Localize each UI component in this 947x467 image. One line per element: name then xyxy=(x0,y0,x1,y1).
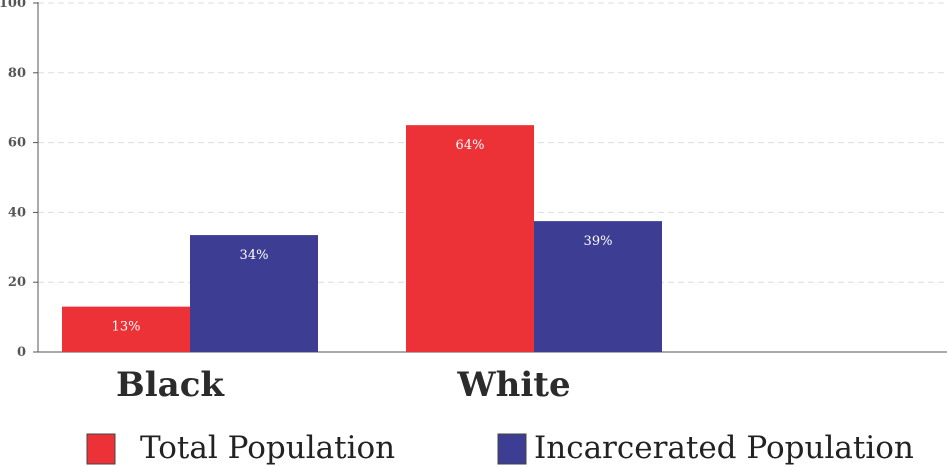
y-tick-label: 80 xyxy=(8,66,26,81)
data-label: 64% xyxy=(456,138,485,153)
y-tick-label: 0 xyxy=(17,345,26,360)
bar-black-incarcerated-population xyxy=(190,235,318,352)
y-tick-label: 40 xyxy=(8,205,26,220)
category-label-white: White xyxy=(456,365,570,405)
y-tick-label: 20 xyxy=(8,275,26,290)
y-tick-label: 60 xyxy=(8,136,26,151)
data-labels: 13% 34% 64% 39% xyxy=(112,138,613,334)
legend: Total Population Incarcerated Population xyxy=(86,430,914,466)
category-label-black: Black xyxy=(116,365,225,405)
legend-swatch-incarcerated-population xyxy=(497,433,527,465)
data-label: 34% xyxy=(240,248,269,263)
bar-white-total-population xyxy=(406,125,534,353)
bars xyxy=(62,125,662,353)
data-label: 13% xyxy=(112,320,141,335)
bar-white-incarcerated-population xyxy=(534,221,662,352)
bar-black-total-population xyxy=(62,306,190,352)
data-label: 39% xyxy=(584,234,613,249)
legend-label-incarcerated-population: Incarcerated Population xyxy=(534,430,914,466)
category-labels: Black White xyxy=(116,365,571,405)
legend-label-total-population: Total Population xyxy=(140,430,395,466)
y-tick-label: 100 xyxy=(0,0,26,11)
legend-swatch-total-population xyxy=(86,433,116,465)
